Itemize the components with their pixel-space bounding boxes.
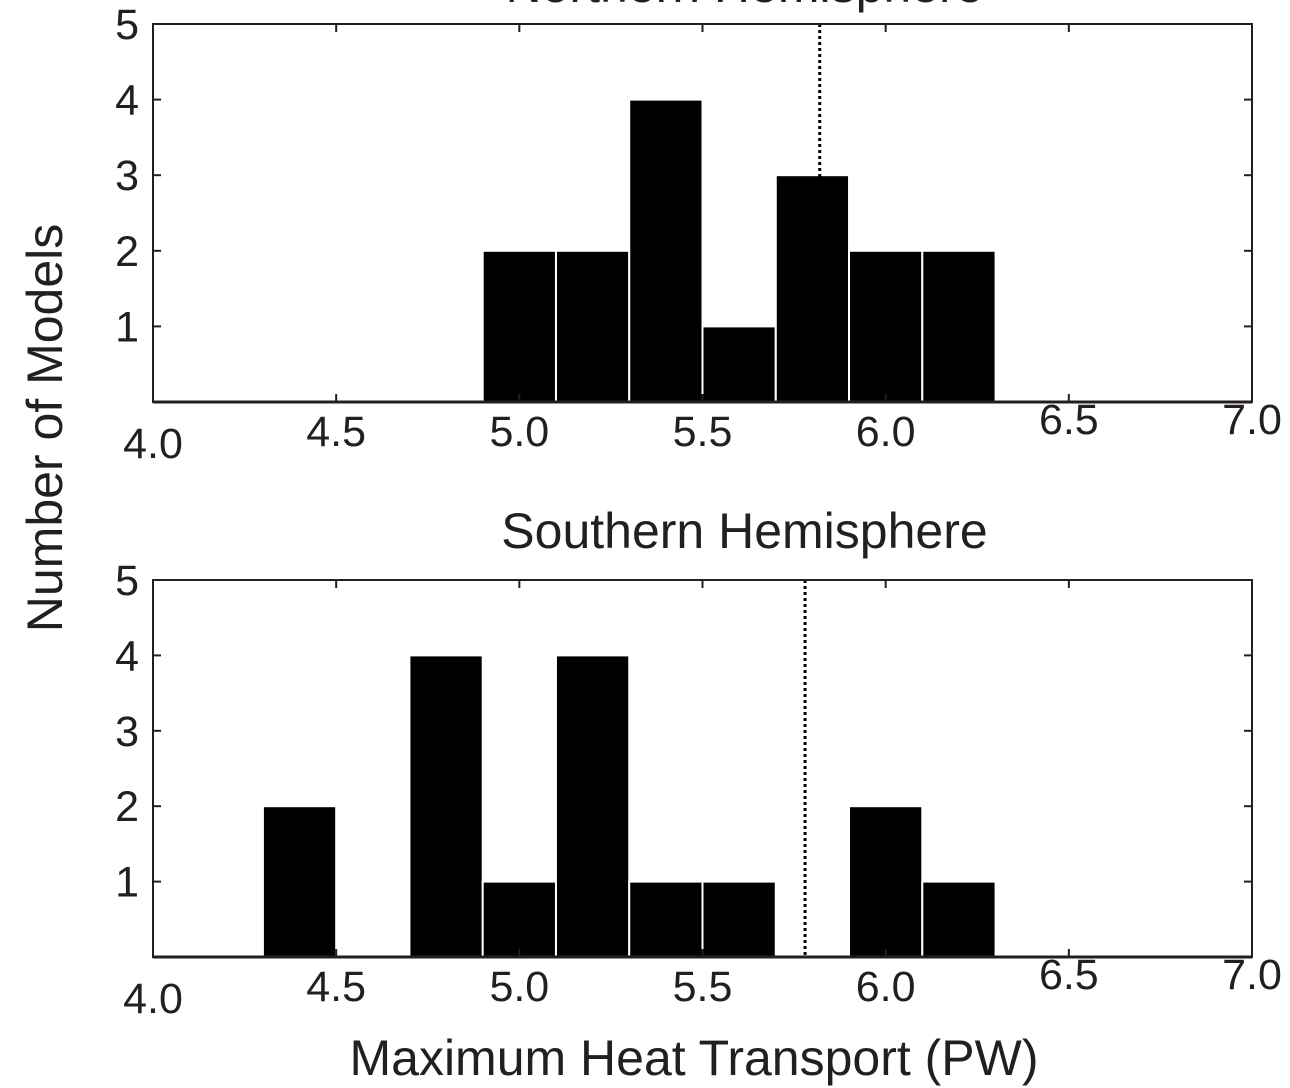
histogram-bar [921, 880, 997, 958]
histogram-bar [554, 654, 631, 959]
x-tick-label: 6.5 [1039, 396, 1099, 444]
x-tick-label: 6.0 [856, 408, 916, 456]
y-tick-label: 5 [115, 1, 139, 49]
histogram-bar [481, 880, 557, 958]
x-tick-label: 6.5 [1039, 951, 1099, 999]
x-axis-title: Maximum Heat Transport (PW) [349, 1030, 1038, 1086]
panel-title: Northern Hemisphere [506, 0, 984, 13]
x-tick-label: 5.0 [489, 963, 549, 1011]
x-tick-label: 6.0 [856, 963, 916, 1011]
x-tick-label: 5.0 [489, 408, 549, 456]
histogram-bar [848, 249, 924, 403]
x-tick-label: 5.5 [673, 963, 733, 1011]
panel-title: Southern Hemisphere [501, 503, 987, 559]
x-tick-label: 4.5 [306, 963, 366, 1011]
histogram-bar [701, 880, 777, 958]
y-tick-label: 4 [115, 632, 139, 680]
x-tick-label: 4.0 [123, 975, 183, 1023]
y-tick-label: 2 [115, 783, 139, 831]
histogram-bar [628, 98, 704, 403]
y-tick-label: 1 [115, 859, 139, 907]
x-tick-label: 7.0 [1222, 396, 1282, 444]
histogram-bar [408, 654, 484, 959]
y-axis-title: Number of Models [17, 224, 73, 633]
histogram-bar [628, 880, 704, 958]
histogram-bar [921, 249, 997, 403]
y-tick-label: 5 [115, 557, 139, 605]
y-tick-label: 1 [115, 303, 139, 351]
x-tick-label: 7.0 [1222, 951, 1282, 999]
x-tick-label: 4.0 [123, 420, 183, 468]
y-tick-label: 3 [115, 708, 139, 756]
histogram-bar [774, 174, 851, 403]
y-tick-label: 4 [115, 77, 139, 125]
histogram-bar [261, 805, 338, 959]
histogram-bar [554, 249, 631, 403]
histogram-bar [848, 805, 924, 959]
histogram-panel-2: Southern Hemisphere 4.0 4.5 5.0 5.5 6.0 6.5 7.0… [115, 503, 1282, 1023]
histogram-bar [701, 325, 777, 403]
y-tick-label: 3 [115, 152, 139, 200]
x-tick-label: 5.5 [673, 408, 733, 456]
histogram-bar [481, 249, 557, 403]
x-tick-label: 4.5 [306, 408, 366, 456]
y-tick-label: 2 [115, 228, 139, 276]
histogram-panel-1: Northern Hemisphere 4.0 4.5 5.0 5.5 6.0 6.5 7.0… [115, 0, 1282, 468]
